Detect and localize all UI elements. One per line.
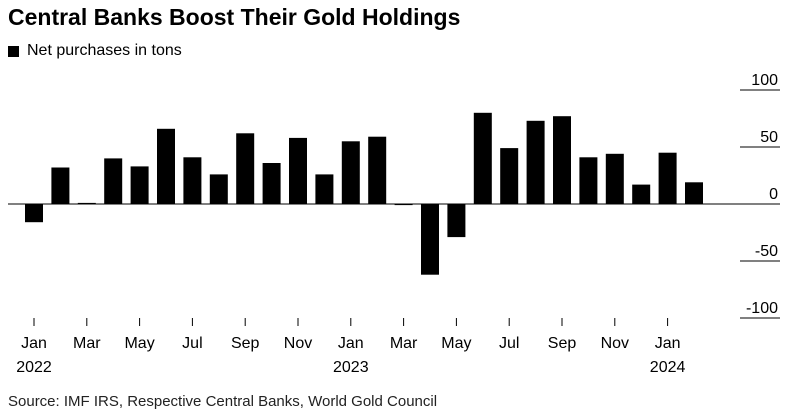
y-tick-label--50: -50 — [755, 243, 778, 260]
bar-jul-2022 — [183, 157, 202, 204]
bar-apr-2022 — [104, 158, 123, 204]
x-tick-label: May — [441, 335, 471, 352]
bar-jul-2023 — [500, 148, 519, 204]
x-tick-label: May — [124, 335, 154, 352]
bar-nov-2023 — [605, 153, 624, 204]
bar-mar-2022 — [77, 202, 96, 204]
x-year-label: 2024 — [650, 359, 686, 376]
bar-sep-2022 — [236, 133, 255, 204]
bar-nov-2022 — [289, 137, 307, 204]
bar-feb-2024 — [685, 182, 703, 204]
x-axis: Jan 2022 Mar May Jul Sep Nov Jan 2023 Mar May Jul Se… — [16, 318, 685, 376]
x-tick-label: Jan — [655, 335, 681, 352]
y-axis: 100 50 0 -50 -100 — [8, 72, 780, 319]
bar-dec-2022 — [315, 174, 334, 204]
bar-jun-2022 — [157, 128, 175, 204]
bar-mar-2023 — [394, 204, 413, 206]
bar-dec-2023 — [632, 184, 651, 204]
legend-label: Net purchases in tons — [27, 42, 182, 59]
y-tick-label-0: 0 — [769, 186, 778, 203]
chart-title: Central Banks Boost Their Gold Holdings — [8, 4, 461, 30]
legend-swatch — [8, 45, 19, 57]
bar-jan-2024 — [658, 152, 677, 204]
bar-aug-2023 — [526, 120, 545, 204]
bar-aug-2022 — [209, 174, 228, 204]
bar-feb-2022 — [51, 167, 70, 204]
x-tick-label: Sep — [548, 335, 577, 352]
bar-jan-2023 — [341, 141, 360, 204]
x-tick-label: Mar — [390, 335, 418, 352]
bar-apr-2023 — [421, 204, 439, 275]
bar-feb-2023 — [368, 136, 387, 204]
legend: Net purchases in tons — [8, 42, 182, 60]
x-tick-label: Sep — [231, 335, 260, 352]
bar-oct-2022 — [262, 163, 281, 204]
bars-group — [25, 112, 703, 275]
x-tick-label: Jan — [21, 335, 47, 352]
bar-may-2023 — [447, 204, 466, 238]
x-tick-label: Jul — [499, 335, 519, 352]
bar-oct-2023 — [579, 157, 598, 204]
source-note: Source: IMF IRS, Respective Central Bank… — [8, 393, 438, 410]
y-tick-label--100: -100 — [746, 300, 778, 317]
y-tick-label-100: 100 — [751, 72, 778, 89]
x-year-label: 2023 — [333, 359, 369, 376]
bar-jan-2022 — [25, 204, 43, 223]
bar-jun-2023 — [473, 112, 492, 204]
bar-may-2022 — [130, 166, 149, 204]
y-tick-label-50: 50 — [760, 129, 778, 146]
x-tick-label: Mar — [73, 335, 101, 352]
x-tick-label: Nov — [601, 335, 629, 352]
x-tick-label: Jul — [182, 335, 202, 352]
x-tick-label: Jan — [338, 335, 364, 352]
x-tick-label: Nov — [284, 335, 312, 352]
bar-sep-2023 — [553, 116, 571, 204]
x-year-label: 2022 — [16, 359, 52, 376]
